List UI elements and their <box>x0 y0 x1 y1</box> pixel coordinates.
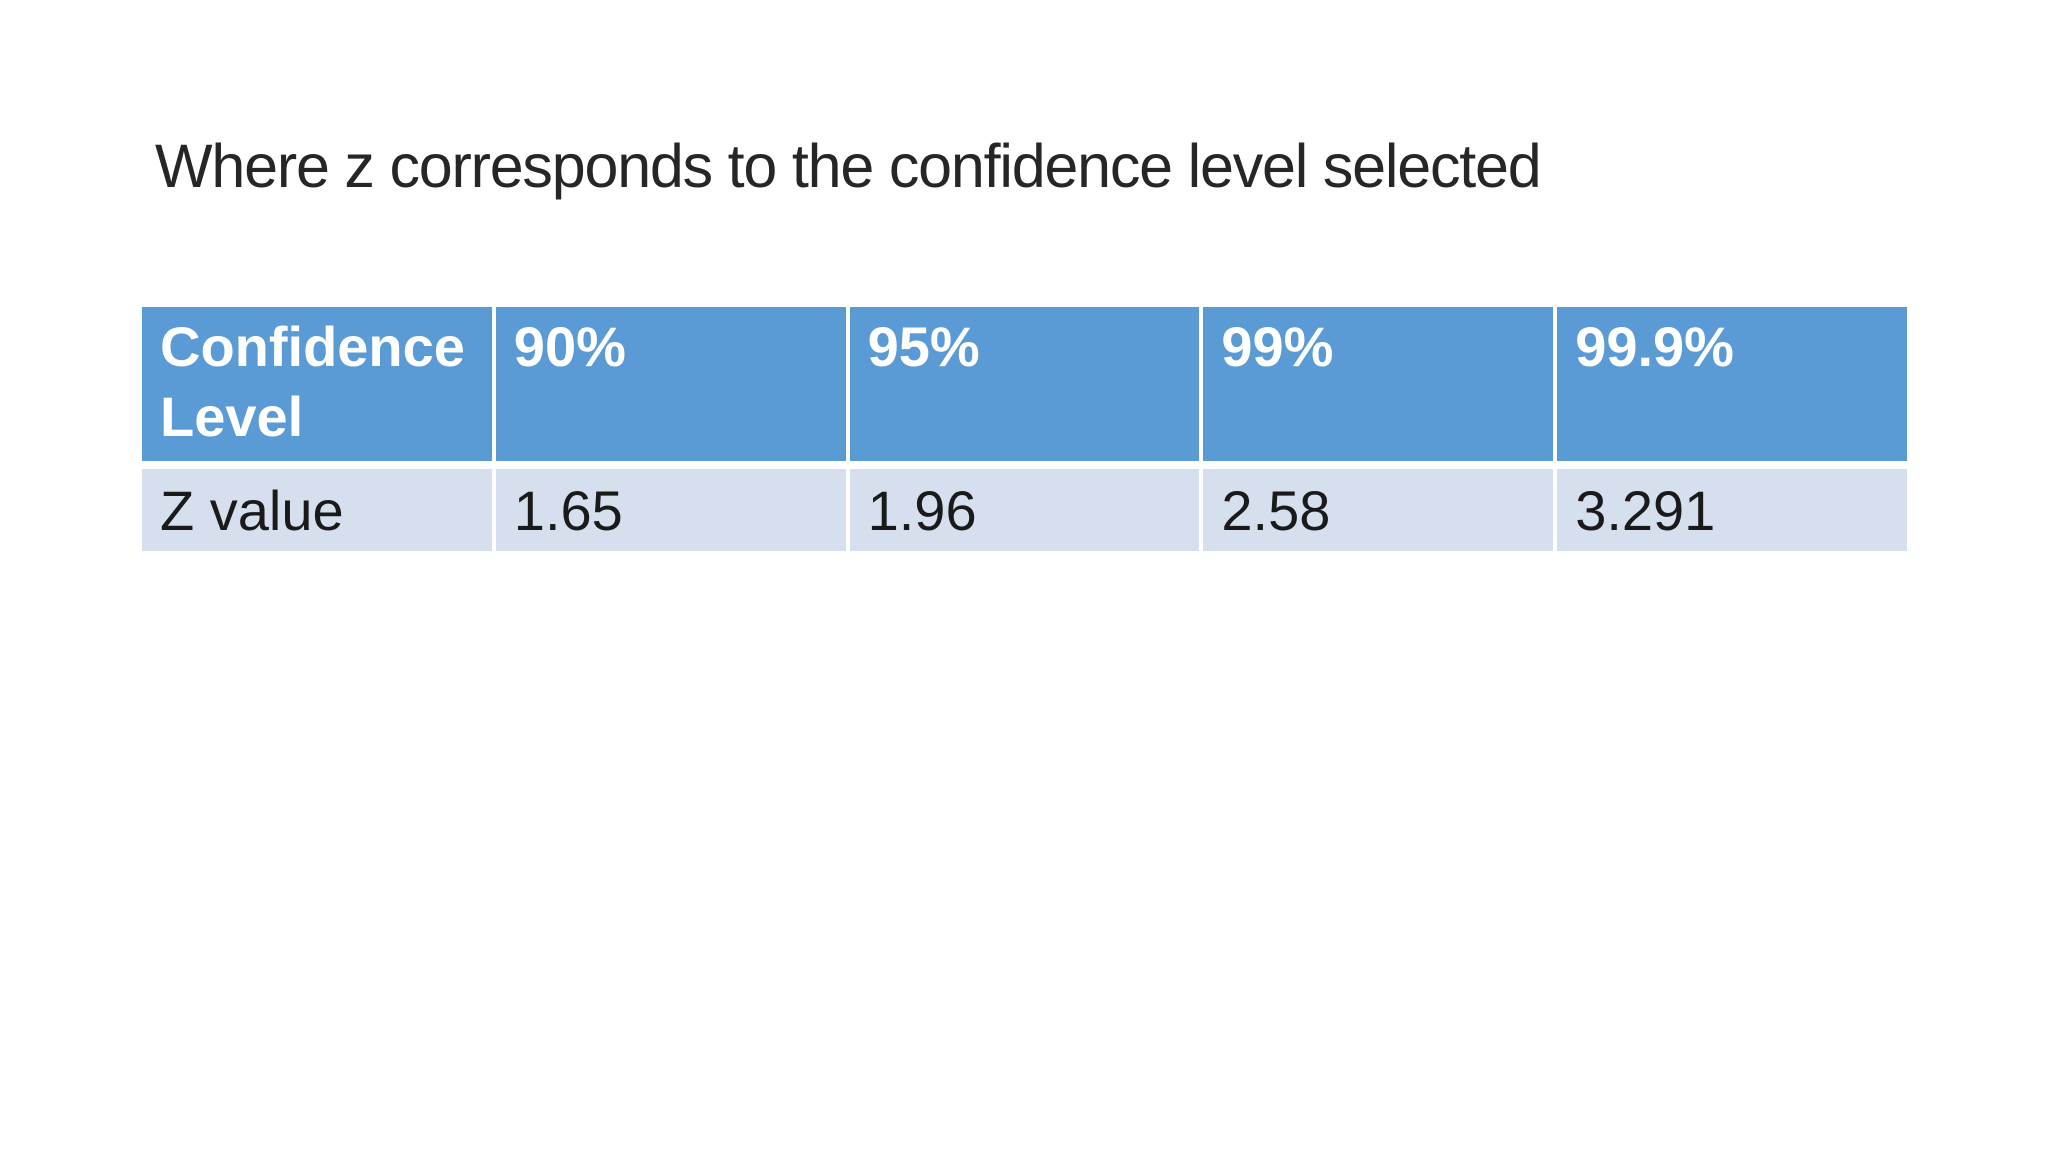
table-header-cell-90: 90% <box>495 307 850 461</box>
slide-title: Where z corresponds to the confidence le… <box>155 132 1542 200</box>
table-header-cell-95: 95% <box>849 307 1204 461</box>
table-cell-z-value-label: Z value <box>142 469 496 551</box>
table-cell-z-99: 2.58 <box>1203 469 1558 551</box>
table-cell-z-99-9: 3.291 <box>1557 469 1907 551</box>
table-cell-z-95: 1.96 <box>849 469 1204 551</box>
table-header-row: Confidence Level 90% 95% 99% 99.9% <box>142 307 1907 461</box>
table-header-cell-99: 99% <box>1203 307 1558 461</box>
table-data-row: Z value 1.65 1.96 2.58 3.291 <box>142 469 1907 551</box>
table-header-cell-99-9: 99.9% <box>1557 307 1907 461</box>
table-header-cell-confidence-level: Confidence Level <box>142 307 496 461</box>
table-cell-z-90: 1.65 <box>495 469 850 551</box>
z-value-table: Confidence Level 90% 95% 99% 99.9% Z val… <box>142 307 1907 551</box>
